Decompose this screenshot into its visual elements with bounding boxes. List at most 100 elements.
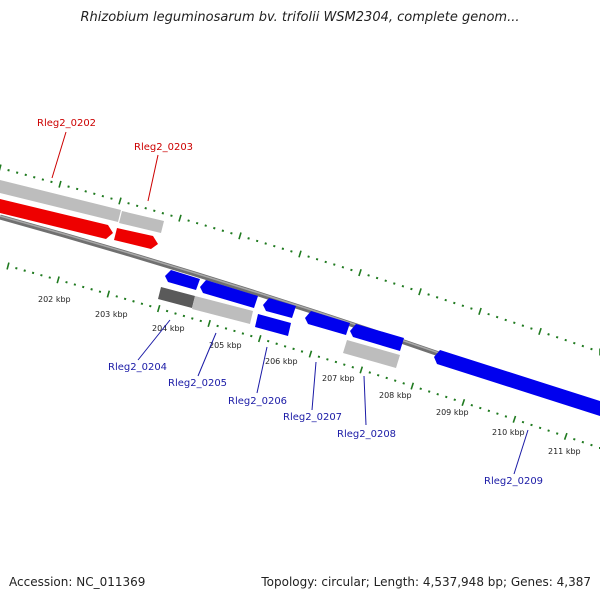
outer-ring-minor-tick — [504, 318, 507, 322]
outer-ring-minor-tick — [75, 187, 79, 191]
reverse-cds-arrow-5[interactable] — [350, 324, 404, 351]
outer-ring-minor-tick — [24, 173, 27, 177]
gene-label-rleg2-0206[interactable]: Rleg2_0206 — [228, 396, 287, 407]
outer-ring-minor-tick — [410, 287, 413, 291]
leader-line-rleg2-0206 — [256, 346, 268, 394]
gene-label-rleg2-0209[interactable]: Rleg2_0209 — [484, 476, 543, 487]
outer-ring-minor-tick — [161, 211, 165, 215]
cds-feature-plain-1[interactable] — [255, 314, 291, 336]
leader-line-rleg2-0203 — [147, 154, 159, 202]
inner-ring-minor-tick — [149, 304, 152, 308]
outer-ring-minor-tick — [93, 192, 96, 196]
lower-feature-track — [158, 270, 600, 416]
upper-feature-track — [0, 180, 164, 249]
gene-label-rleg2-0203[interactable]: Rleg2_0203 — [134, 142, 193, 153]
inner-ring-minor-tick — [427, 390, 431, 393]
inner-ring-minor-tick — [23, 269, 26, 272]
inner-ring-major-tick — [257, 335, 262, 343]
reverse-cds-arrow-4[interactable] — [305, 311, 350, 335]
outer-ring-minor-tick — [350, 268, 353, 272]
reverse-cds-arrow-2[interactable] — [200, 280, 258, 308]
outer-ring-minor-tick — [461, 304, 465, 308]
inner-ring-major-tick — [156, 304, 161, 313]
inner-ring-minor-tick — [275, 342, 278, 345]
inner-ring-minor-tick — [590, 443, 593, 447]
inner-ring-minor-tick — [15, 267, 18, 270]
inner-ring-minor-tick — [555, 432, 559, 435]
outer-ring-minor-tick — [33, 176, 36, 179]
outer-ring-minor-tick — [127, 202, 130, 205]
outer-ring-minor-tick — [573, 341, 576, 345]
gene-label-rleg2-0207[interactable]: Rleg2_0207 — [283, 412, 342, 423]
outer-ring-minor-tick — [101, 194, 105, 198]
kbp-label-205: 205 kbp — [209, 341, 242, 350]
gene-label-rleg2-0205[interactable]: Rleg2_0205 — [168, 378, 227, 389]
outer-ring-major-tick — [0, 164, 2, 172]
outer-ring-major-tick — [58, 180, 62, 188]
outer-ring-minor-tick — [564, 338, 567, 342]
kbp-label-203: 203 kbp — [95, 310, 128, 319]
gene-feature-lower-1[interactable] — [192, 296, 253, 324]
leader-line-rleg2-0207 — [311, 361, 317, 411]
inner-ring-minor-tick — [351, 365, 355, 369]
outer-ring-minor-tick — [513, 321, 516, 325]
kbp-label-202: 202 kbp — [38, 295, 71, 304]
inner-ring-minor-tick — [81, 285, 85, 289]
outer-ring-minor-tick — [590, 347, 593, 351]
inner-ring-minor-tick — [300, 350, 304, 353]
gene-label-rleg2-0204[interactable]: Rleg2_0204 — [108, 362, 167, 373]
inner-ring-minor-tick — [573, 437, 576, 441]
inner-ring-minor-tick — [182, 314, 186, 318]
outer-ring-minor-tick — [521, 324, 525, 327]
gene-label-rleg2-0208[interactable]: Rleg2_0208 — [337, 429, 396, 440]
gene-feature-upper-1[interactable] — [0, 180, 121, 222]
inner-ring-minor-tick — [368, 371, 372, 374]
kbp-label-208: 208 kbp — [379, 391, 412, 400]
inner-ring-minor-tick — [487, 409, 491, 413]
inner-ring-minor-tick — [132, 300, 135, 303]
inner-ring-major-tick — [563, 432, 568, 440]
inner-ring-major-tick — [56, 276, 60, 284]
outer-ring-major-tick — [238, 232, 242, 240]
reverse-cds-arrow-3[interactable] — [263, 298, 296, 318]
outer-ring-minor-tick — [67, 185, 70, 188]
inner-ring-minor-tick — [73, 283, 77, 286]
inner-ring-minor-tick — [343, 363, 346, 366]
outer-ring-minor-tick — [273, 244, 276, 248]
gene-feature-lower-2[interactable] — [343, 340, 400, 368]
inner-ring-minor-tick — [581, 440, 585, 444]
outer-ring-minor-tick — [204, 224, 207, 227]
outer-ring-major-tick — [418, 288, 422, 296]
gene-feature-upper-2[interactable] — [119, 211, 164, 233]
dark-feature-1[interactable] — [158, 287, 195, 308]
inner-ring-minor-tick — [317, 355, 321, 359]
outer-ring-minor-tick — [110, 197, 113, 200]
reverse-cds-arrow-1[interactable] — [165, 270, 200, 290]
page-title: Rhizobium leguminosarum bv. trifolii WSM… — [80, 10, 520, 25]
inner-ring-minor-tick — [444, 395, 448, 399]
outer-ring-minor-tick — [444, 298, 447, 302]
forward-cds-arrow-2[interactable] — [114, 228, 158, 249]
inner-ring-minor-tick — [326, 358, 329, 361]
inner-ring-minor-tick — [165, 309, 169, 313]
reverse-cds-arrow-6[interactable] — [434, 350, 600, 416]
outer-ring-minor-tick — [435, 296, 439, 299]
forward-cds-arrow-1[interactable] — [0, 199, 113, 239]
outer-ring-minor-tick — [333, 263, 336, 266]
gene-label-rleg2-0202[interactable]: Rleg2_0202 — [37, 118, 96, 129]
outer-ring-minor-tick — [324, 260, 327, 264]
inner-ring-major-tick — [461, 398, 466, 407]
outer-ring-minor-tick — [315, 257, 319, 261]
inner-ring-major-tick — [359, 366, 364, 374]
outer-ring-minor-tick — [255, 239, 259, 243]
outer-ring-major-tick — [478, 307, 482, 315]
outer-ring-minor-tick — [307, 255, 310, 258]
inner-ring-minor-tick — [521, 420, 525, 424]
outer-ring-minor-tick — [530, 327, 533, 330]
outer-ring-minor-tick — [41, 178, 45, 181]
inner-ring-minor-tick — [140, 302, 144, 306]
outer-ring-major-tick — [538, 327, 542, 336]
leader-line-rleg2-0202 — [51, 131, 67, 179]
inner-ring-minor-tick — [65, 280, 68, 284]
inner-ring-minor-tick — [233, 329, 236, 333]
